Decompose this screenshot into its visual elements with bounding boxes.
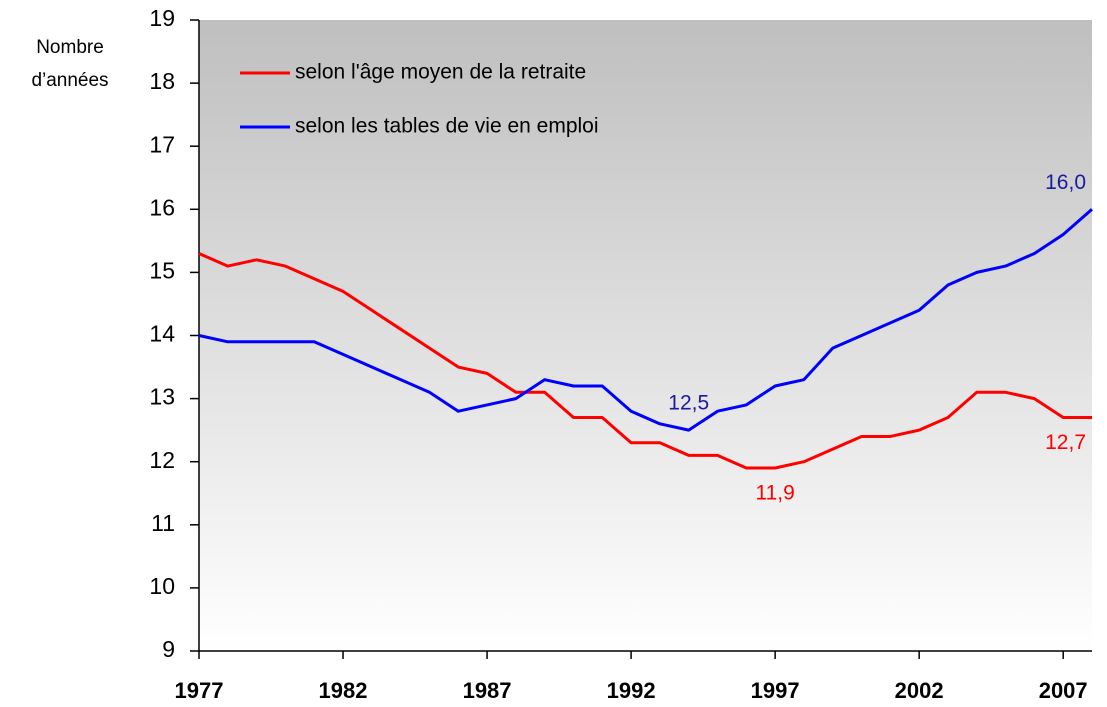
x-tick-label: 1987	[463, 678, 512, 703]
y-axis-label: Nombre	[36, 37, 104, 58]
y-tick-label: 12	[149, 447, 175, 473]
y-tick-label: 17	[149, 131, 175, 157]
series-line	[198, 208, 1093, 432]
y-tick-label: 9	[162, 636, 175, 662]
y-tick-label: 15	[149, 257, 175, 283]
y-tick-label: 13	[149, 384, 175, 410]
data-label: 12,5	[668, 392, 709, 415]
y-tick-label: 10	[149, 573, 175, 599]
y-tick-label: 11	[151, 510, 175, 536]
y-axis-label: d’années	[31, 70, 108, 91]
x-tick-label: 1997	[751, 678, 800, 703]
legend-label: selon l'âge moyen de la retraite	[295, 61, 586, 84]
y-tick-label: 19	[149, 5, 175, 31]
x-tick-label: 1977	[175, 678, 224, 703]
y-tick-label: 18	[149, 68, 175, 94]
data-label: 11,9	[755, 482, 794, 505]
x-tick-label: 1992	[607, 678, 656, 703]
y-tick-label: 14	[149, 321, 175, 347]
plot-background	[199, 20, 1092, 651]
x-tick-label: 2002	[895, 678, 944, 703]
x-tick-label: 2007	[1039, 678, 1088, 703]
y-tick-label: 16	[149, 194, 175, 220]
data-label: 12,7	[1045, 431, 1086, 454]
series-line	[198, 252, 1092, 470]
x-tick-label: 1982	[319, 678, 368, 703]
legend-label: selon les tables de vie en emploi	[295, 115, 599, 138]
data-label: 16,0	[1045, 171, 1086, 194]
